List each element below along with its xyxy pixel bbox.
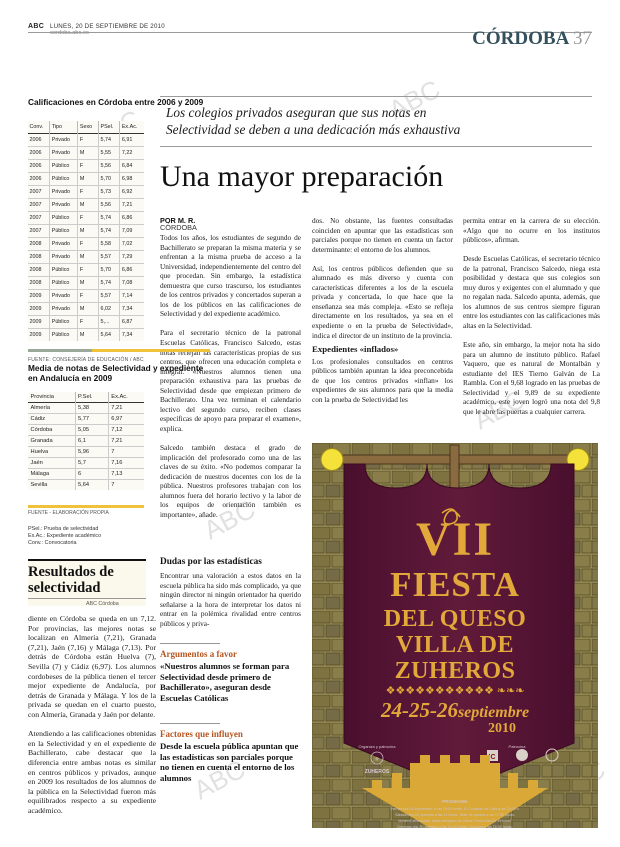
svg-text:Organiza y patrocina: Organiza y patrocina bbox=[359, 744, 397, 749]
svg-text:ZUHEROS: ZUHEROS bbox=[395, 658, 516, 684]
svg-text:Domingo día 26, apertura a las: Domingo día 26, apertura a las 10:30 hor… bbox=[397, 825, 512, 828]
svg-text:⚜: ⚜ bbox=[374, 756, 379, 763]
svg-text:2010: 2010 bbox=[488, 721, 516, 736]
svg-text:Patrocina: Patrocina bbox=[509, 744, 527, 749]
svg-text:Sábado día 25, apertura a las: Sábado día 25, apertura a las 11 horas. … bbox=[395, 813, 515, 817]
svg-text:PROGRAMA: PROGRAMA bbox=[442, 799, 468, 804]
svg-text:❖❖❖❖❖❖❖❖❖❖❖ ❧❧❧: ❖❖❖❖❖❖❖❖❖❖❖ ❧❧❧ bbox=[386, 685, 525, 697]
svg-text:DEL QUESO: DEL QUESO bbox=[384, 606, 527, 632]
svg-text:ZUHEROS: ZUHEROS bbox=[365, 769, 390, 775]
svg-text:VILLA DE: VILLA DE bbox=[396, 632, 514, 658]
svg-text:Verbena amenizada, hasta campe: Verbena amenizada, hasta campeón de Cabr… bbox=[398, 819, 512, 823]
svg-text:VII: VII bbox=[416, 513, 494, 566]
svg-text:FIESTA: FIESTA bbox=[390, 565, 520, 604]
svg-text:Viernes día 24 septiembre: a l: Viernes día 24 septiembre: a las 19:00 h… bbox=[390, 807, 519, 811]
